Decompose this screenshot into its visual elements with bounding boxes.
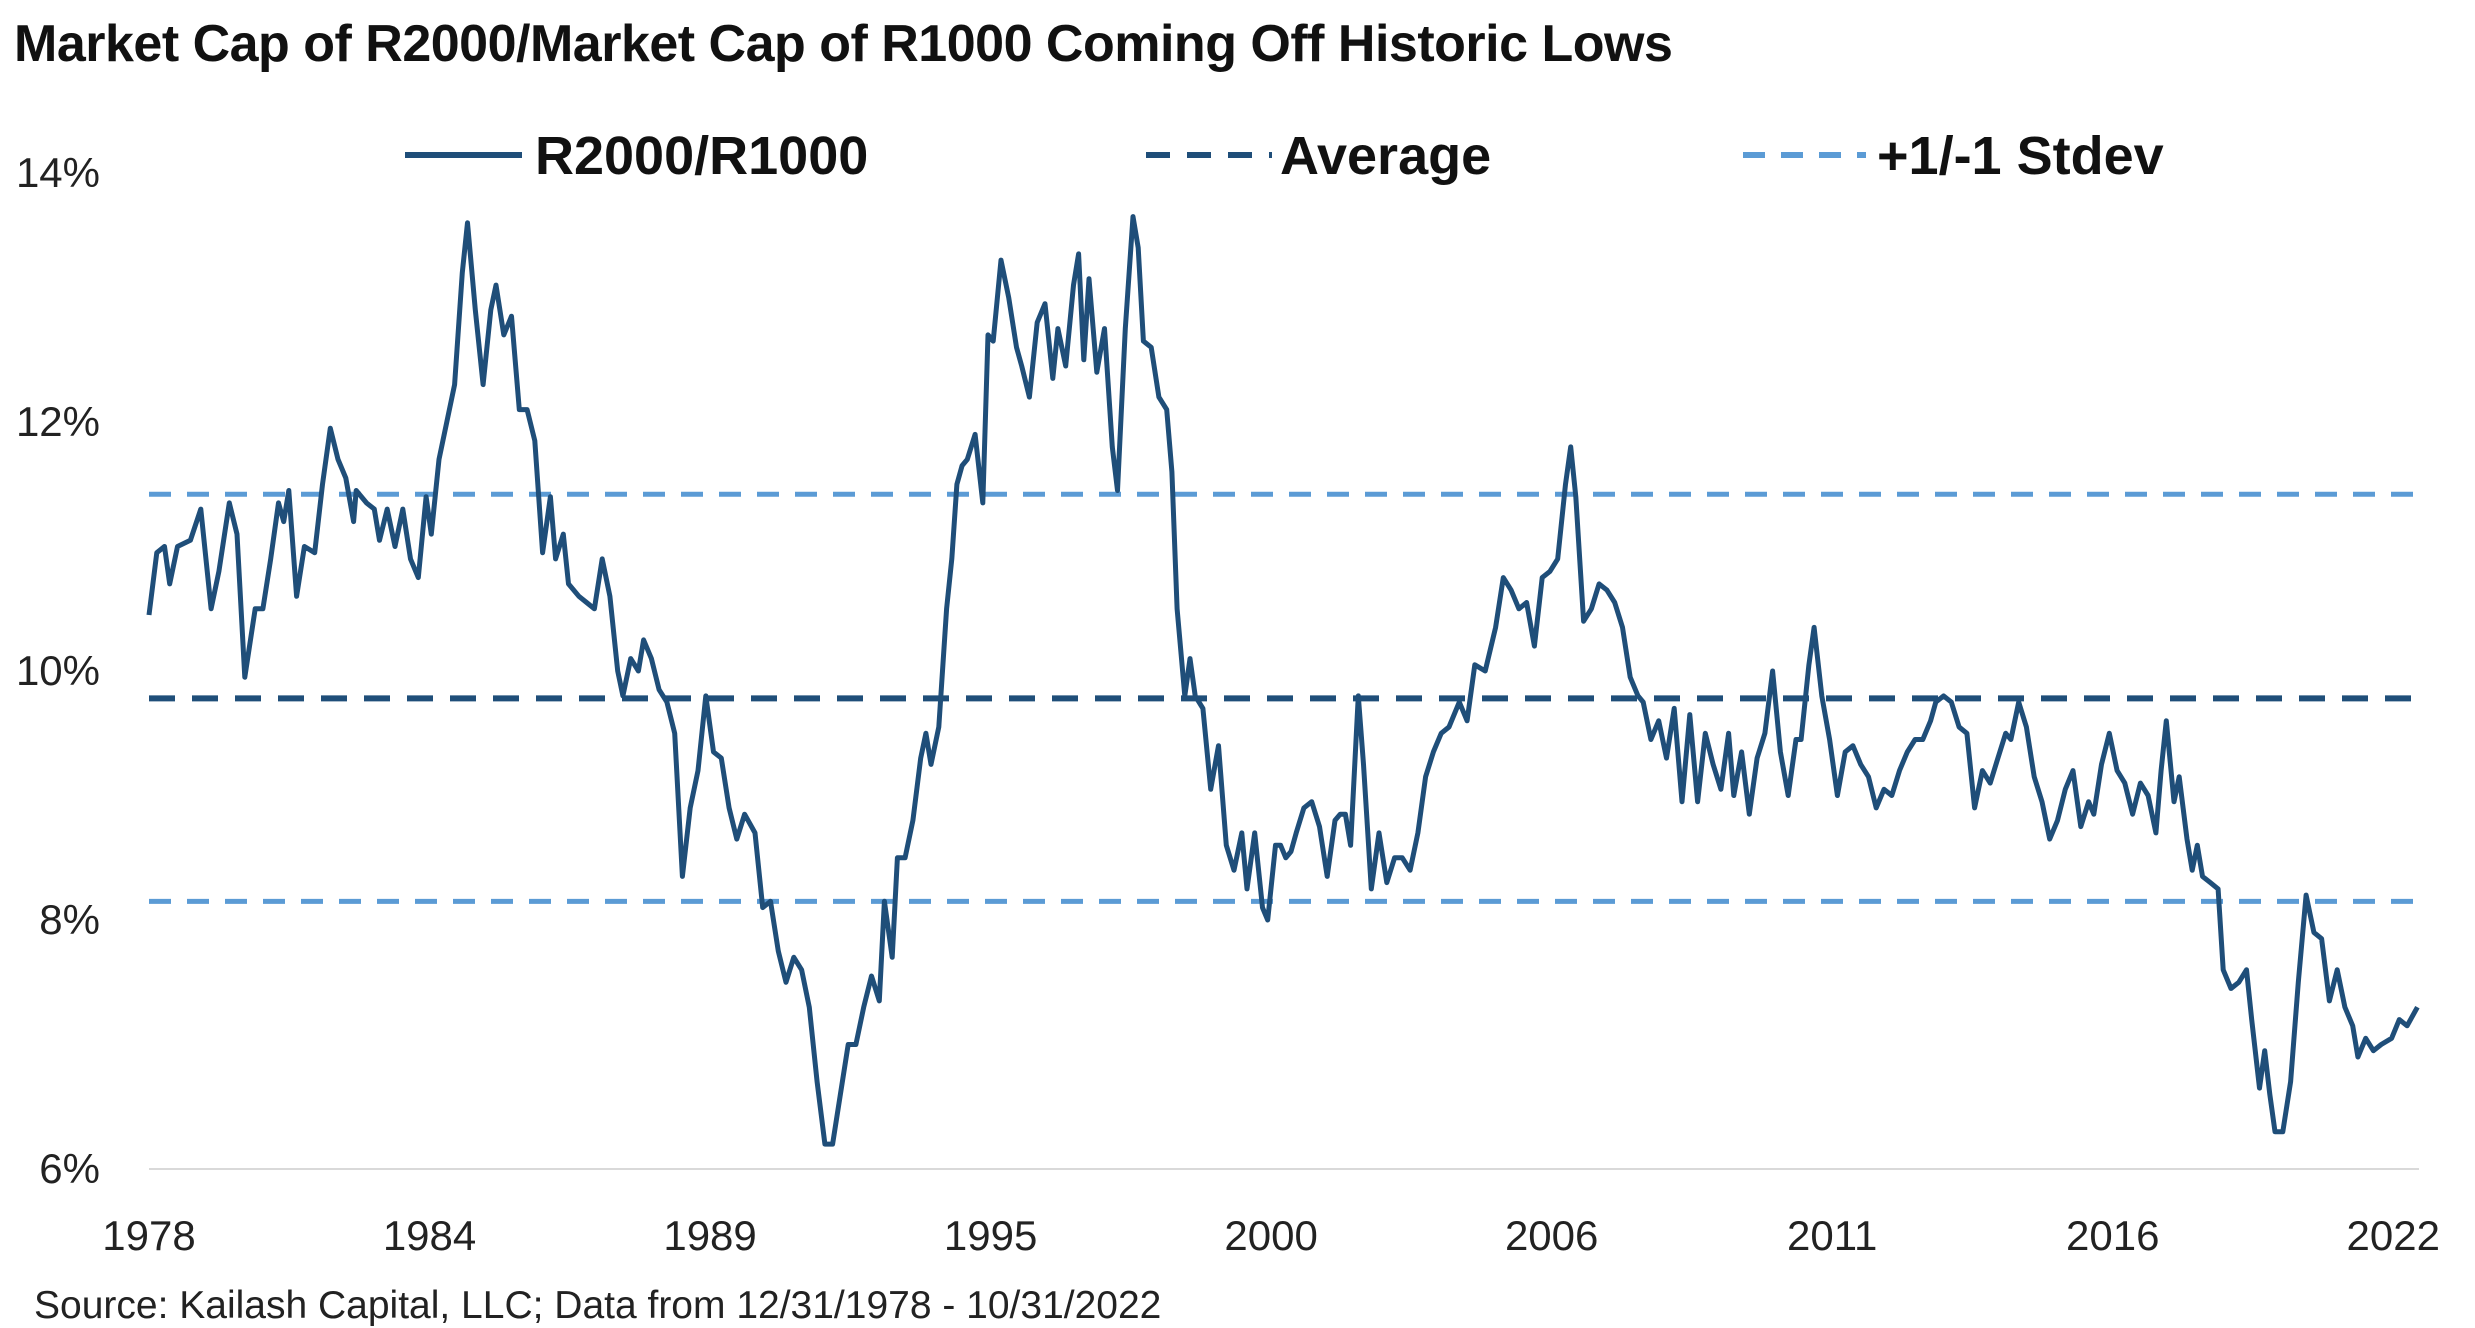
x-tick-label: 2022 bbox=[2347, 1212, 2440, 1259]
y-tick-label: 8% bbox=[39, 896, 100, 943]
legend-label-average: Average bbox=[1280, 126, 1491, 186]
x-tick-label: 1984 bbox=[383, 1212, 476, 1259]
legend: R2000/R1000 Average +1/-1 Stdev bbox=[405, 126, 2164, 186]
series-line-r2000-r1000 bbox=[146, 214, 2420, 1147]
legend-label-stdev: +1/-1 Stdev bbox=[1877, 126, 2164, 186]
x-tick-label: 2011 bbox=[1787, 1212, 1877, 1259]
y-tick-label: 6% bbox=[39, 1145, 100, 1192]
x-tick-label: 1978 bbox=[102, 1212, 195, 1259]
x-tick-label: 2016 bbox=[2066, 1212, 2159, 1259]
series-group bbox=[146, 214, 2420, 1147]
y-axis: 6% 8% 10% 12% 14% bbox=[16, 149, 2419, 1192]
reference-lines bbox=[149, 491, 2419, 904]
chart-title: Market Cap of R2000/Market Cap of R1000 … bbox=[14, 15, 1673, 73]
x-tick-label: 1995 bbox=[944, 1212, 1037, 1259]
legend-label-series: R2000/R1000 bbox=[535, 126, 868, 186]
x-axis: 1978 1984 1989 1995 2000 2006 2011 2016 2022 bbox=[102, 1212, 2440, 1259]
y-tick-label: 14% bbox=[16, 149, 100, 196]
x-tick-label: 2006 bbox=[1505, 1212, 1598, 1259]
source-note: Source: Kailash Capital, LLC; Data from … bbox=[34, 1284, 1162, 1327]
x-tick-label: 1989 bbox=[663, 1212, 756, 1259]
y-tick-label: 12% bbox=[16, 398, 100, 445]
y-tick-label: 10% bbox=[16, 647, 100, 694]
x-tick-label: 2000 bbox=[1224, 1212, 1317, 1259]
